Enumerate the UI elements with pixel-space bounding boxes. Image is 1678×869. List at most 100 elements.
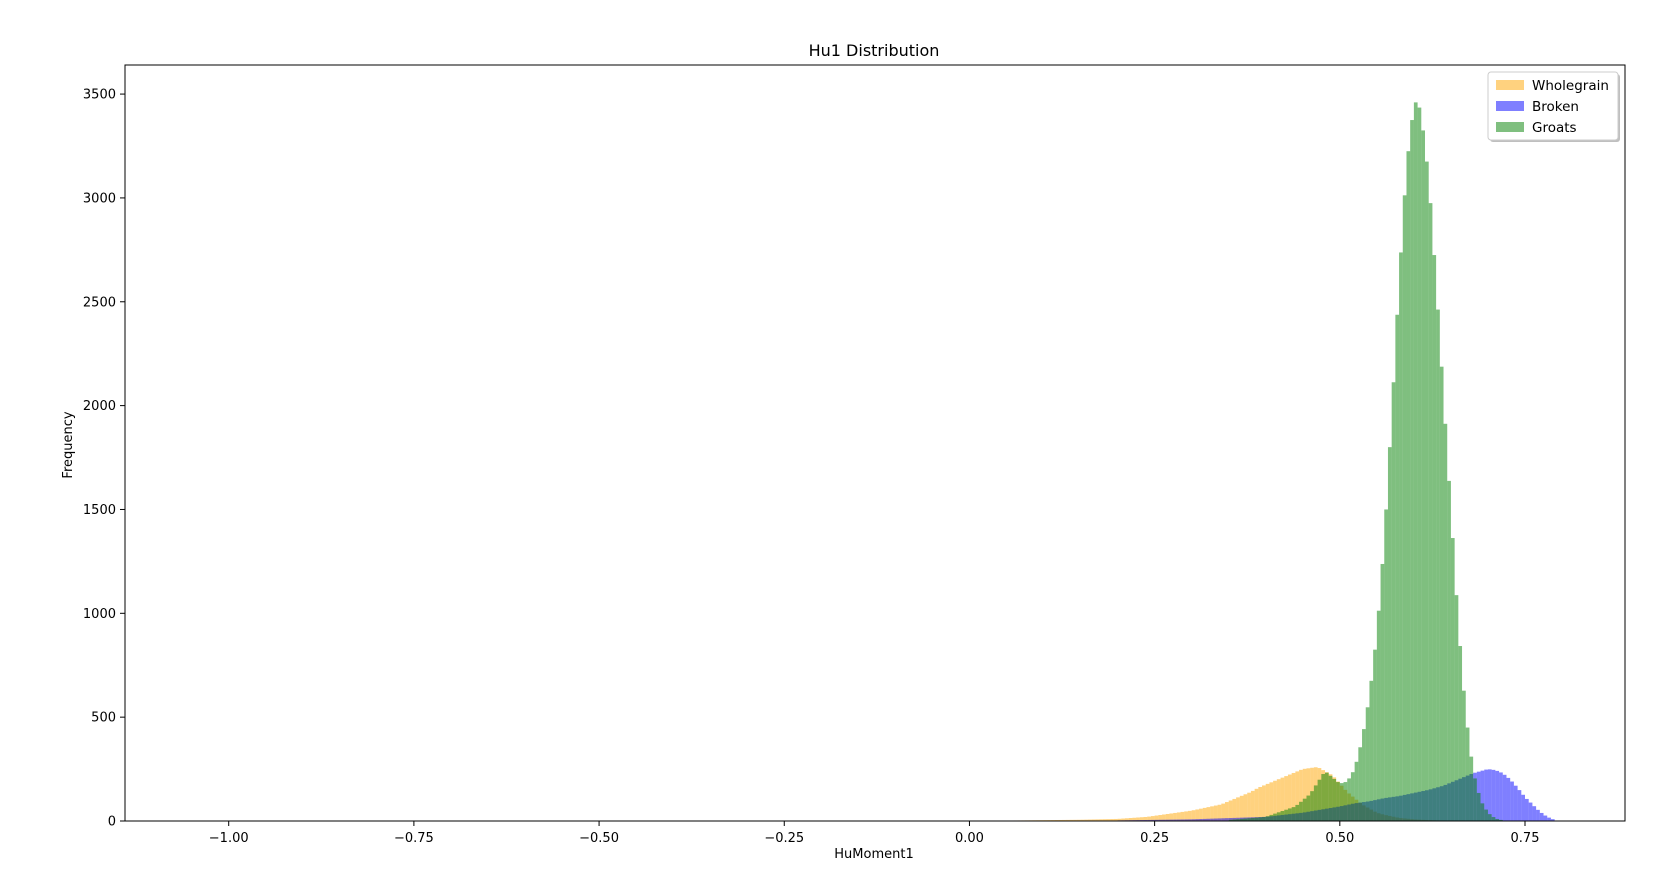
histogram-bar xyxy=(1236,819,1240,821)
histogram-bar xyxy=(1495,818,1500,821)
histogram-bar xyxy=(1191,810,1196,821)
histogram-bar xyxy=(1387,447,1392,821)
histogram-bar xyxy=(1550,819,1555,821)
histogram-bar xyxy=(1143,819,1148,821)
histogram-bar xyxy=(1536,809,1540,821)
histogram-bar xyxy=(1321,774,1325,821)
histogram-bar xyxy=(1421,130,1425,821)
histogram-bar xyxy=(1225,818,1229,821)
histogram-bar xyxy=(1158,819,1163,821)
histogram-bar xyxy=(1473,778,1477,821)
histogram-bar xyxy=(1280,811,1285,821)
histogram-bar xyxy=(1491,817,1496,821)
histogram-bar xyxy=(1128,818,1133,821)
legend-swatch xyxy=(1496,101,1524,111)
histogram-bar xyxy=(1358,747,1363,821)
histogram-bar xyxy=(1206,818,1211,821)
histogram-bar xyxy=(1265,816,1270,821)
histogram-bar xyxy=(1469,756,1474,821)
histogram-bar xyxy=(1150,816,1155,821)
x-tick-label: 0.00 xyxy=(955,831,984,846)
histogram-bar xyxy=(1121,818,1125,821)
chart-title: Hu1 Distribution xyxy=(809,41,940,60)
histogram-bar xyxy=(1228,819,1233,821)
histogram-bar xyxy=(1532,806,1537,821)
histogram-bar xyxy=(1213,805,1218,821)
histogram-bar xyxy=(1306,768,1311,821)
histogram-bar xyxy=(1273,780,1277,821)
histogram-bar xyxy=(1295,771,1300,821)
histogram-bar xyxy=(1139,817,1144,821)
histogram-bar xyxy=(1132,817,1137,821)
histogram-bar xyxy=(1254,817,1259,821)
histogram-bar xyxy=(1510,781,1514,821)
histogram-bar xyxy=(1317,779,1322,821)
histogram-bar xyxy=(1295,804,1300,821)
histogram-bar xyxy=(1084,819,1088,821)
histogram-bar xyxy=(1228,818,1233,821)
histogram-bar xyxy=(1539,812,1544,821)
histogram-bar xyxy=(1125,818,1129,821)
histogram-bar xyxy=(1354,761,1359,821)
histogram-bar xyxy=(1213,818,1218,821)
histogram-bar xyxy=(1269,782,1274,821)
histogram-bar xyxy=(1458,646,1463,821)
histogram-bar xyxy=(1239,818,1244,821)
histogram-bar xyxy=(1217,804,1222,821)
histogram-bar xyxy=(1287,774,1292,821)
histogram-bar xyxy=(1373,649,1377,821)
histogram-bar xyxy=(1528,802,1533,821)
histogram-bar xyxy=(1517,790,1522,821)
histogram-bar xyxy=(1243,818,1248,821)
histogram-bar xyxy=(1154,819,1159,821)
histogram-bar xyxy=(1302,768,1307,821)
y-tick-label: 2500 xyxy=(83,295,116,310)
histogram-bar xyxy=(1258,786,1263,821)
histogram-bar xyxy=(1199,819,1203,821)
histogram-bar xyxy=(1184,811,1188,821)
histogram-bar xyxy=(1328,775,1333,821)
histogram-bar xyxy=(1099,819,1103,821)
histogram-bar xyxy=(1436,309,1440,821)
y-tick-label: 2000 xyxy=(83,399,116,414)
histogram-bar xyxy=(1487,814,1492,821)
histogram-bar xyxy=(1302,798,1307,821)
histogram-bar xyxy=(1487,769,1492,821)
histogram-bar xyxy=(1102,819,1107,821)
y-tick-label: 1000 xyxy=(83,607,116,622)
histogram-bar xyxy=(1484,769,1488,821)
histogram-bar xyxy=(1236,797,1240,821)
x-tick-label: −0.50 xyxy=(579,831,619,846)
histogram-bar xyxy=(1476,792,1481,821)
x-tick-label: 0.50 xyxy=(1325,831,1354,846)
histogram-bar xyxy=(1232,798,1237,821)
histogram-bar xyxy=(1465,727,1470,821)
histogram-bar xyxy=(1343,782,1348,821)
histogram-bar xyxy=(1525,798,1529,821)
histogram-bar xyxy=(1210,818,1214,821)
histogram-bar xyxy=(1284,809,1288,821)
histogram-bar xyxy=(1202,807,1207,821)
y-axis-label: Frequency xyxy=(61,411,76,478)
histogram-bar xyxy=(1080,819,1085,821)
histogram-bar xyxy=(1332,778,1337,821)
legend-swatch xyxy=(1496,80,1524,90)
histogram-bar xyxy=(1502,774,1507,821)
histogram-bar xyxy=(1339,783,1344,821)
plot-frame xyxy=(124,64,1626,822)
histogram-bar xyxy=(1202,818,1207,821)
legend-label: Wholegrain xyxy=(1532,78,1609,94)
histogram-bar xyxy=(1543,815,1548,821)
legend-label: Broken xyxy=(1532,99,1579,115)
histogram-bar xyxy=(1180,819,1185,821)
histogram-bar xyxy=(1195,819,1200,821)
histogram-bar xyxy=(1232,817,1237,821)
histogram-bar xyxy=(1232,819,1237,821)
histogram-bar xyxy=(1210,806,1214,821)
histogram-bar xyxy=(1191,819,1196,821)
x-tick-label: 0.25 xyxy=(1140,831,1169,846)
histogram-bar xyxy=(1095,819,1100,821)
histogram-bar xyxy=(1399,252,1403,821)
histogram-bar xyxy=(1250,790,1255,821)
histogram-bar xyxy=(1428,203,1433,822)
